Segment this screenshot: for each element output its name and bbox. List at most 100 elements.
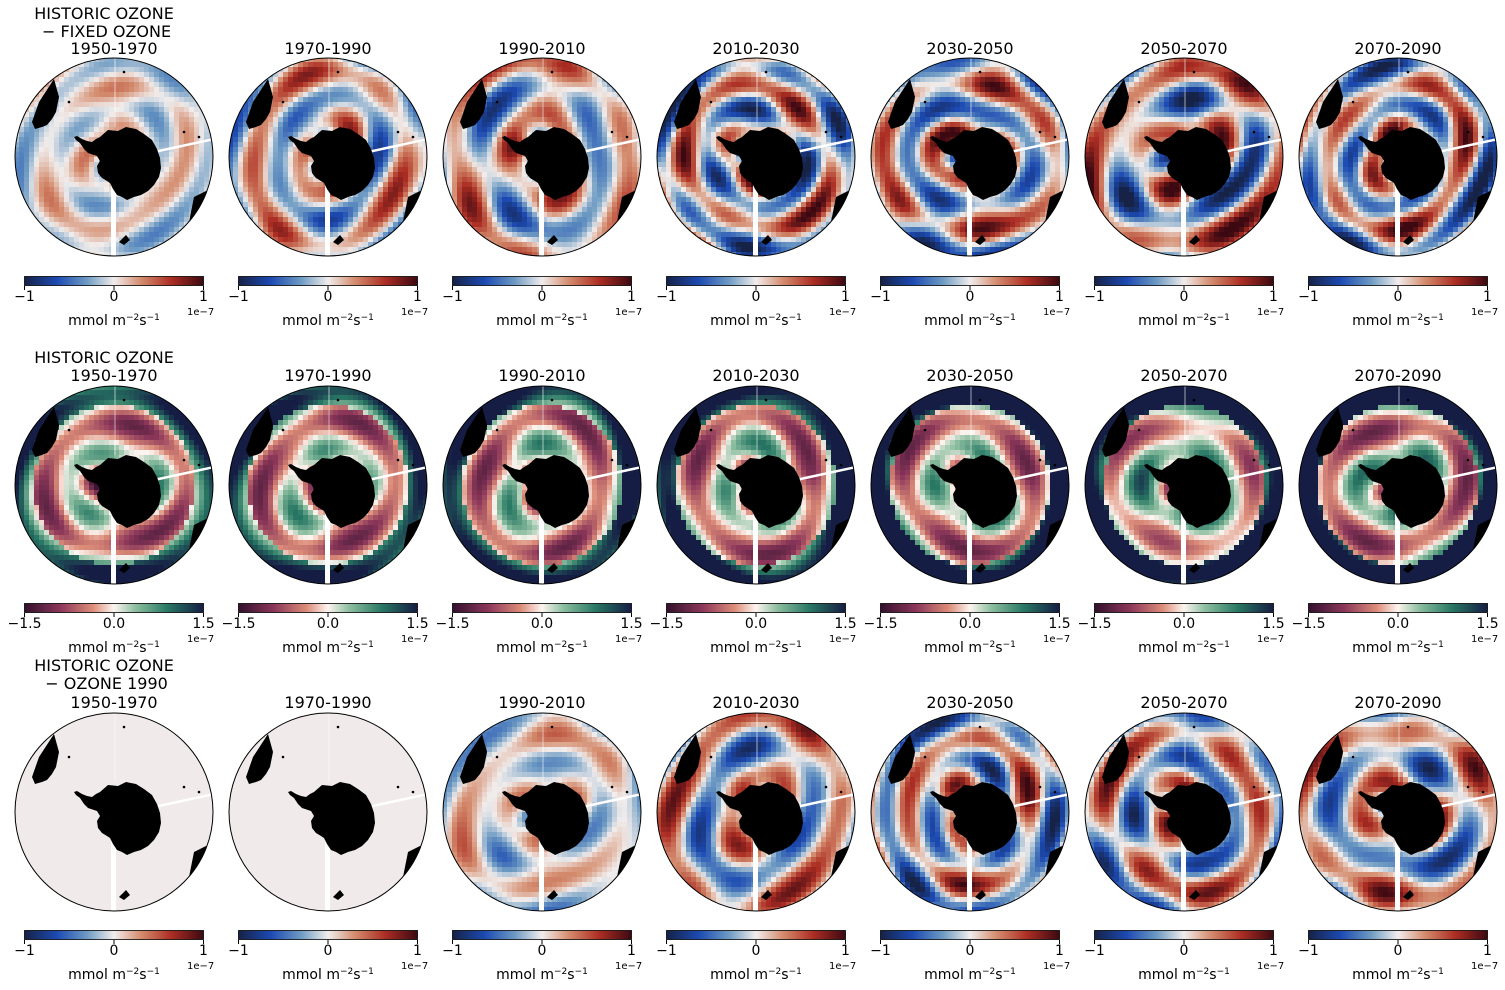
colorbar-tick-label: −1 — [1298, 943, 1319, 959]
colorbar-tick-label: −1.5 — [222, 616, 256, 632]
island-land — [550, 725, 554, 729]
island-land — [67, 428, 71, 432]
colorbar-tick-label: −1 — [228, 943, 249, 959]
colorbar-tick-label: −1 — [1298, 289, 1319, 305]
panel-title: 2070-2090 — [1298, 40, 1498, 58]
colorbar-exponent: 1e−7 — [1257, 961, 1284, 973]
unit-part: −2 — [1196, 313, 1209, 323]
island-land — [839, 463, 843, 467]
unit-part: −2 — [340, 313, 353, 323]
unit-part: mmol m — [1138, 640, 1196, 656]
island-land — [67, 755, 71, 759]
unit-part: −1 — [1431, 640, 1444, 650]
unit-part: −1 — [1003, 640, 1016, 650]
row-heading-line: HISTORIC OZONE — [14, 349, 194, 367]
island-land — [824, 785, 828, 789]
island-land — [411, 463, 415, 467]
colorbar: −1.5 0.0 1.5 mmol m−2s−1 1e−7 — [1078, 603, 1285, 658]
colorbar-gradient — [1094, 603, 1274, 617]
polar-map — [228, 385, 428, 585]
new-zealand-land — [1403, 235, 1414, 245]
colorbar-tick-label: 1 — [841, 943, 850, 959]
south-america-land — [246, 734, 273, 784]
island-land — [1192, 70, 1196, 74]
colorbar-tick-label: 0 — [1180, 289, 1189, 305]
colorbar-tick-label: 1 — [1483, 289, 1492, 305]
colorbar-tick-label: 1 — [199, 289, 208, 305]
colorbar-unit-label: mmol m−2s−1 — [1094, 637, 1274, 656]
colorbar-tick-label: −1 — [1084, 943, 1105, 959]
panel-title: 1970-1990 — [228, 367, 428, 385]
antarctica-land — [930, 127, 1017, 200]
unit-part: s — [995, 313, 1002, 329]
colorbar-tick-label: 1.5 — [406, 616, 428, 632]
unit-part: s — [995, 640, 1002, 656]
island-land — [1351, 755, 1355, 759]
row-heading-line: HISTORIC OZONE — [14, 5, 194, 23]
map-boundary — [228, 712, 428, 912]
colorbar-unit-label: mmol m−2s−1 — [1094, 964, 1274, 983]
new-zealand-land — [1403, 890, 1414, 900]
colorbar-tick-label: 1 — [1269, 289, 1278, 305]
colorbar-exponent: 1e−7 — [1043, 634, 1070, 646]
colorbar-tick-label: 1 — [1483, 943, 1492, 959]
colorbar-tick-label: 0.0 — [1173, 616, 1195, 632]
antarctica-land — [502, 455, 589, 528]
unit-part: s — [1423, 640, 1430, 656]
unit-part: −2 — [340, 967, 353, 977]
unit-part: −2 — [340, 640, 353, 650]
unit-part: −1 — [361, 313, 374, 323]
island-land — [839, 790, 843, 794]
colorbar-gradient — [880, 930, 1060, 944]
colorbar-tick-label: −1 — [1084, 289, 1105, 305]
map-panel: 2010-2030 −1.5 0.0 1.5 mmol m−2s−1 1e−7 — [650, 0, 857, 990]
island-land — [1267, 790, 1271, 794]
map-panel: 1990-2010 −1 0 1 mmol m−2s−1 1e−7 — [442, 0, 642, 990]
colorbar: −1.5 0.0 1.5 mmol m−2s−1 1e−7 — [864, 603, 1071, 658]
colorbar: −1.5 0.0 1.5 mmol m−2s−1 1e−7 — [1292, 603, 1499, 658]
unit-part: mmol m — [282, 967, 340, 983]
island-land — [1252, 458, 1256, 462]
unit-part: s — [139, 313, 146, 329]
polar-map — [656, 712, 856, 912]
colorbar: −1.5 0.0 1.5 mmol m−2s−1 1e−7 — [222, 603, 429, 658]
colorbar-tick-label: 0 — [966, 289, 975, 305]
polar-map — [1298, 57, 1498, 257]
unit-part: −1 — [1217, 640, 1230, 650]
colorbar-gradient — [452, 603, 632, 617]
island-land — [1053, 463, 1057, 467]
map-boundary — [870, 712, 1070, 912]
colorbar-tick-label: 1.5 — [1048, 616, 1070, 632]
island-land — [411, 135, 415, 139]
map-panel: 2070-2090 −1 0 1 mmol m−2s−1 1e−7 — [1298, 0, 1498, 990]
unit-part: −1 — [575, 640, 588, 650]
island-land — [625, 463, 629, 467]
colorbar-exponent: 1e−7 — [401, 961, 428, 973]
new-zealand-land — [761, 235, 772, 245]
colorbar: −1 0 1 mmol m−2s−1 1e−7 — [14, 930, 214, 985]
map-panel: 2070-2090 −1.5 0.0 1.5 mmol m−2s−1 1e−7 — [1292, 0, 1499, 990]
unit-part: mmol m — [710, 313, 768, 329]
island-land — [1466, 130, 1470, 134]
map-panel: 2010-2030 −1 0 1 mmol m−2s−1 1e−7 — [656, 0, 856, 990]
map-panel: 2050-2070 −1 0 1 mmol m−2s−1 1e−7 — [1084, 0, 1284, 990]
map-boundary — [656, 57, 856, 257]
map-panel: 2030-2050 −1 0 1 mmol m−2s−1 1e−7 — [870, 0, 1070, 990]
unit-part: −1 — [789, 640, 802, 650]
colorbar: −1 0 1 mmol m−2s−1 1e−7 — [442, 276, 642, 331]
map-boundary — [1298, 712, 1498, 912]
island-land — [122, 398, 126, 402]
colorbar-tick-label: 0 — [752, 289, 761, 305]
unit-part: s — [781, 967, 788, 983]
new-zealand-land — [975, 890, 986, 900]
unit-part: s — [1423, 313, 1430, 329]
unit-part: −1 — [789, 967, 802, 977]
antarctica-land — [1144, 455, 1231, 528]
island-land — [610, 130, 614, 134]
island-land — [182, 458, 186, 462]
map-boundary — [1084, 57, 1284, 257]
unit-part: −1 — [1431, 313, 1444, 323]
colorbar-gradient — [880, 276, 1060, 290]
panel-title: 2010-2030 — [656, 367, 856, 385]
colorbar-tick-label: −1.5 — [650, 616, 684, 632]
